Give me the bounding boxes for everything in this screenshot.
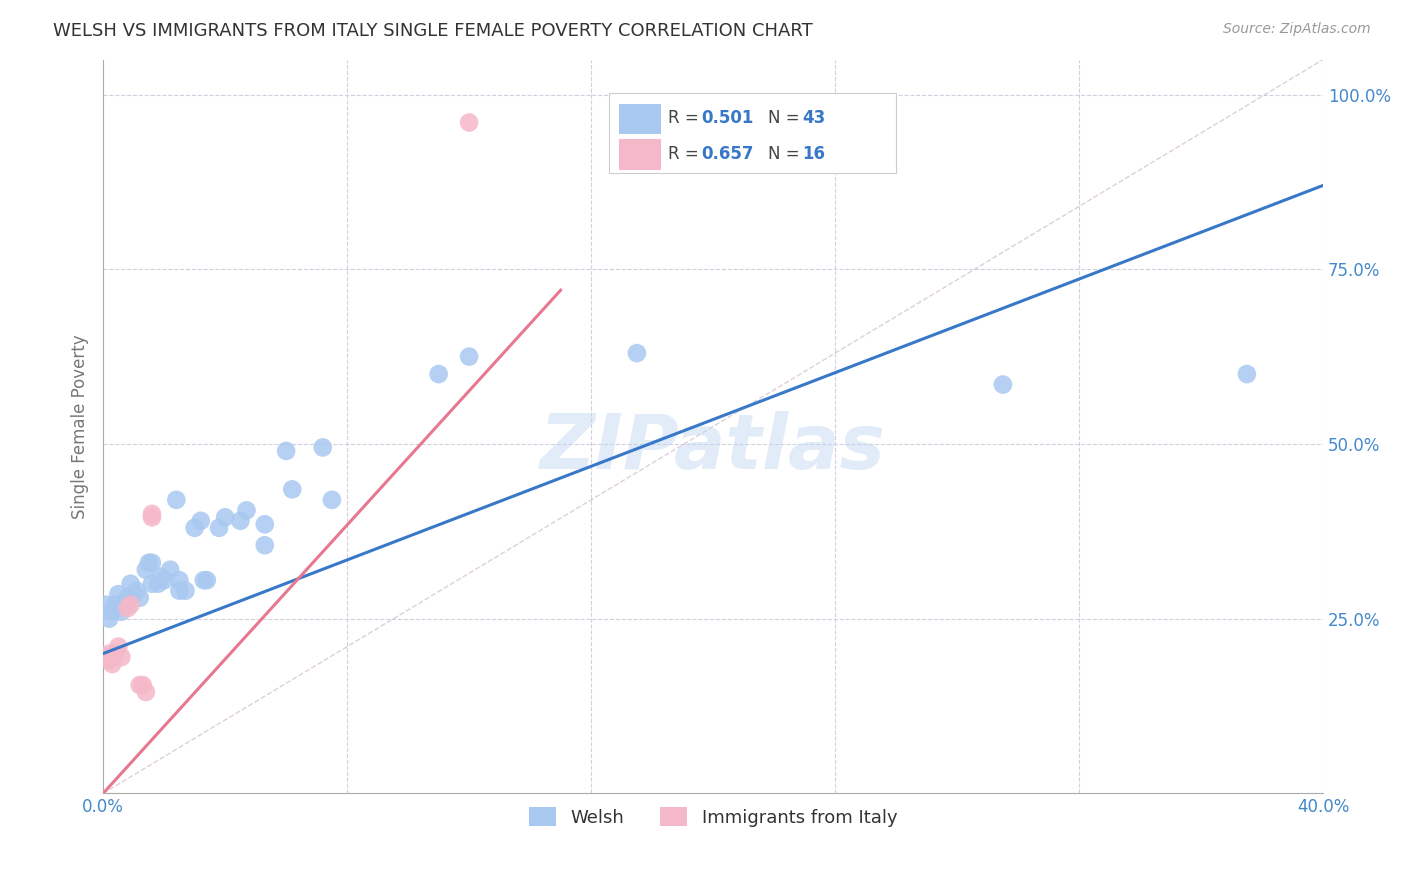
Point	[135, 685, 157, 699]
Point	[98, 647, 121, 661]
Point	[169, 583, 191, 598]
Point	[153, 573, 176, 587]
FancyBboxPatch shape	[609, 93, 896, 173]
Point	[159, 563, 181, 577]
Point	[253, 538, 276, 552]
Point	[183, 521, 205, 535]
Point	[138, 556, 160, 570]
Point	[110, 605, 132, 619]
Text: 0.501: 0.501	[702, 110, 754, 128]
Point	[135, 563, 157, 577]
Point	[169, 573, 191, 587]
Point	[110, 650, 132, 665]
Point	[96, 650, 118, 665]
Point	[141, 510, 163, 524]
Point	[165, 492, 187, 507]
Point	[141, 556, 163, 570]
Point	[101, 657, 124, 671]
Point	[281, 483, 304, 497]
Point	[117, 591, 139, 605]
Point	[141, 576, 163, 591]
Point	[98, 612, 121, 626]
Text: 43: 43	[803, 110, 825, 128]
Point	[312, 441, 335, 455]
Point	[114, 598, 136, 612]
Point	[235, 503, 257, 517]
Point	[98, 654, 121, 668]
Point	[190, 514, 212, 528]
Y-axis label: Single Female Poverty: Single Female Poverty	[72, 334, 89, 519]
Text: N =: N =	[768, 145, 804, 162]
Point	[626, 346, 648, 360]
Point	[195, 573, 218, 587]
FancyBboxPatch shape	[619, 139, 661, 169]
Point	[150, 570, 173, 584]
Point	[174, 583, 197, 598]
FancyBboxPatch shape	[619, 103, 661, 135]
Point	[763, 115, 786, 129]
Text: R =: R =	[668, 110, 704, 128]
Point	[208, 521, 231, 535]
Text: Source: ZipAtlas.com: Source: ZipAtlas.com	[1223, 22, 1371, 37]
Point	[253, 517, 276, 532]
Point	[122, 587, 145, 601]
Point	[120, 576, 142, 591]
Point	[229, 514, 252, 528]
Point	[146, 576, 169, 591]
Point	[128, 678, 150, 692]
Point	[458, 115, 481, 129]
Point	[120, 598, 142, 612]
Point	[128, 591, 150, 605]
Point	[1236, 367, 1258, 381]
Point	[193, 573, 215, 587]
Text: ZIPatlas: ZIPatlas	[540, 411, 886, 485]
Point	[991, 377, 1014, 392]
Point	[96, 598, 118, 612]
Text: R =: R =	[668, 145, 704, 162]
Point	[104, 647, 127, 661]
Text: 16: 16	[803, 145, 825, 162]
Text: N =: N =	[768, 110, 804, 128]
Point	[101, 605, 124, 619]
Point	[104, 598, 127, 612]
Point	[125, 583, 148, 598]
Point	[276, 444, 298, 458]
Point	[214, 510, 236, 524]
Point	[107, 640, 129, 654]
Point	[141, 507, 163, 521]
Text: WELSH VS IMMIGRANTS FROM ITALY SINGLE FEMALE POVERTY CORRELATION CHART: WELSH VS IMMIGRANTS FROM ITALY SINGLE FE…	[53, 22, 813, 40]
Point	[427, 367, 450, 381]
Point	[132, 678, 155, 692]
Legend: Welsh, Immigrants from Italy: Welsh, Immigrants from Italy	[520, 798, 907, 836]
Point	[117, 601, 139, 615]
Text: 0.657: 0.657	[702, 145, 754, 162]
Point	[107, 587, 129, 601]
Point	[321, 492, 343, 507]
Point	[458, 350, 481, 364]
